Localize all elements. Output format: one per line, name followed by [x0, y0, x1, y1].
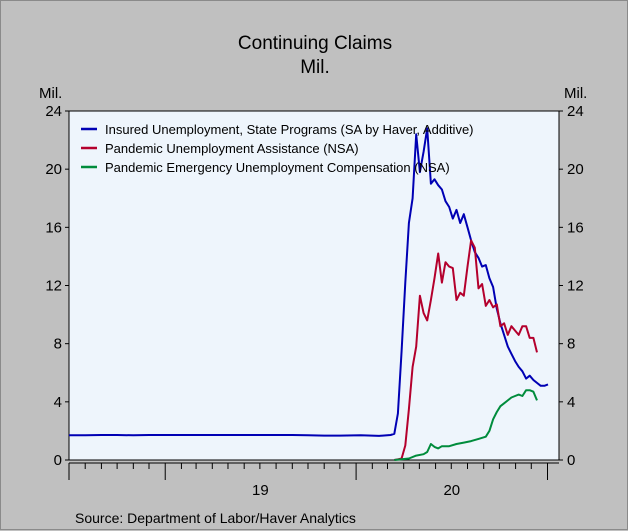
- y-tick-label-right: 24: [567, 103, 584, 120]
- legend-label-2: Pandemic Unemployment Assistance (NSA): [105, 141, 359, 156]
- source-note: Source: Department of Labor/Haver Analyt…: [75, 510, 356, 526]
- y-tick-label-left: 20: [45, 161, 62, 178]
- y-tick-label-right: 8: [567, 336, 575, 353]
- series-line-2: [394, 239, 538, 461]
- legend-label-3: Pandemic Emergency Unemployment Compensa…: [105, 160, 450, 175]
- legend-label-1: Insured Unemployment, State Programs (SA…: [105, 122, 474, 137]
- series-line-3: [394, 389, 538, 461]
- chart-subtitle: Mil.: [300, 57, 330, 78]
- y-tick-label-right: 4: [567, 394, 575, 411]
- y-tick-label-right: 16: [567, 219, 584, 236]
- y-tick-label-right: 0: [567, 452, 575, 469]
- y-tick-label-left: 4: [54, 394, 62, 411]
- y-tick-label-left: 24: [45, 103, 62, 120]
- x-tick-label: 20: [443, 482, 460, 499]
- y-axis-unit-right: Mil.: [564, 85, 588, 102]
- y-tick-label-right: 20: [567, 161, 584, 178]
- y-tick-label-left: 12: [45, 278, 62, 295]
- series-line-1: [69, 127, 549, 437]
- y-tick-label-left: 16: [45, 219, 62, 236]
- x-tick-label: 19: [252, 482, 269, 499]
- y-tick-label-right: 12: [567, 278, 584, 295]
- y-tick-label-left: 0: [54, 452, 62, 469]
- y-tick-label-left: 8: [54, 336, 62, 353]
- chart-title: Continuing Claims: [237, 33, 393, 54]
- y-axis-unit-left: Mil.: [39, 85, 63, 102]
